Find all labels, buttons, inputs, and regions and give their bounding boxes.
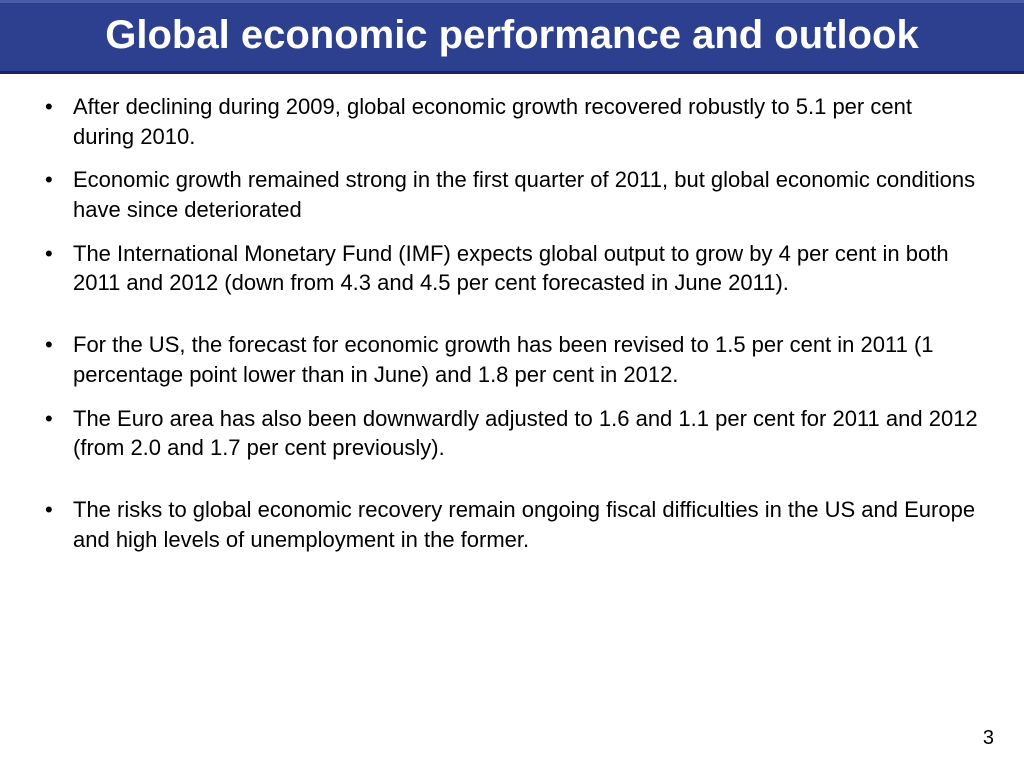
bullet-item: After declining during 2009, global econ… bbox=[45, 92, 979, 151]
bullet-item: Economic growth remained strong in the f… bbox=[45, 165, 979, 224]
bullet-list: After declining during 2009, global econ… bbox=[45, 92, 979, 554]
bullet-item: The Euro area has also been downwardly a… bbox=[45, 404, 979, 463]
slide-content: After declining during 2009, global econ… bbox=[0, 74, 1024, 554]
page-number: 3 bbox=[983, 727, 994, 750]
bullet-item: For the US, the forecast for economic gr… bbox=[45, 330, 979, 389]
bullet-item: The risks to global economic recovery re… bbox=[45, 495, 979, 554]
bullet-item: The International Monetary Fund (IMF) ex… bbox=[45, 239, 979, 298]
slide-title: Global economic performance and outlook bbox=[20, 11, 1004, 59]
slide-header: Global economic performance and outlook bbox=[0, 0, 1024, 74]
